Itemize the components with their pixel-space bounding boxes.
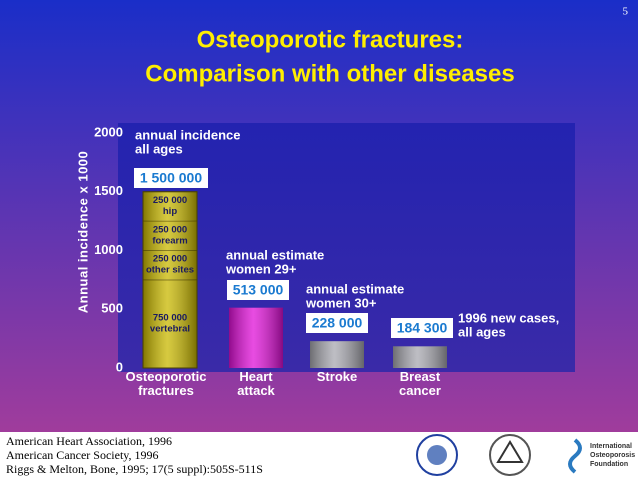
annotation: 1996 new cases,	[458, 310, 559, 325]
logos	[416, 434, 582, 476]
y-tick-label: 2000	[94, 124, 123, 139]
annotation: annual incidence	[135, 127, 240, 142]
segment-name: vertebral	[150, 323, 190, 334]
title: Comparison with other diseases	[145, 60, 514, 87]
bar-shade	[310, 341, 364, 368]
segment-value-label: 250 000	[153, 254, 187, 265]
bar-shade	[143, 279, 197, 368]
y-tick-label: 1500	[94, 183, 123, 198]
segment-value-label: 250 000	[153, 224, 187, 235]
value-label: 184 300	[397, 320, 448, 336]
segment-value-label: 750 000	[153, 312, 187, 323]
source: American Cancer Society, 1996	[6, 448, 159, 462]
segment-name: hip	[163, 206, 177, 217]
value-label: 513 000	[233, 282, 284, 298]
y-tick-label: 0	[116, 359, 123, 374]
source: Riggs & Melton, Bone, 1995; 17(5 suppl):…	[6, 462, 263, 476]
bar-shade	[143, 191, 197, 222]
annotation: annual estimate	[306, 281, 404, 296]
value-label-box	[134, 168, 208, 188]
chart: Osteoporotic fractures: Comparison with o…	[75, 26, 559, 398]
logo-text: Osteoporosis	[590, 452, 635, 459]
segment-name: forearm	[152, 235, 187, 246]
bar-total	[142, 191, 198, 369]
segment-value-label: 250 000	[153, 195, 187, 206]
logo-text: Foundation	[590, 461, 628, 468]
value-label: 1 500 000	[140, 170, 202, 186]
value-label: 228 000	[312, 315, 363, 331]
x-tick-label: Osteoporotic fractures	[126, 369, 207, 398]
value-label-box	[227, 280, 289, 300]
y-tick-label: 1000	[94, 242, 123, 257]
bar-shade	[143, 250, 197, 280]
y-tick-label: 500	[101, 301, 123, 316]
x-tick-label: Stroke	[317, 369, 357, 384]
annotation: annual estimate	[226, 247, 324, 262]
segment-name: other sites	[146, 265, 194, 276]
annotation: all ages	[458, 324, 506, 339]
bar-shade	[393, 346, 447, 368]
annotation: all ages	[135, 141, 183, 156]
source: American Heart Association, 1996	[6, 434, 172, 448]
logo-text: International	[590, 443, 632, 450]
title: Osteoporotic fractures:	[197, 26, 464, 53]
bar-shade	[143, 221, 197, 251]
y-axis-label: Annual incidence x 1000	[75, 151, 90, 314]
x-tick-label: Breast cancer	[399, 369, 441, 398]
annotation: women 30+	[305, 295, 377, 310]
value-label-box	[306, 313, 368, 333]
bar-shade	[229, 307, 283, 368]
annotation: women 29+	[225, 261, 297, 276]
x-tick-label: Heart attack	[237, 369, 275, 398]
footer	[0, 432, 638, 479]
page-number: 5	[623, 6, 629, 18]
value-label-box	[391, 318, 453, 338]
